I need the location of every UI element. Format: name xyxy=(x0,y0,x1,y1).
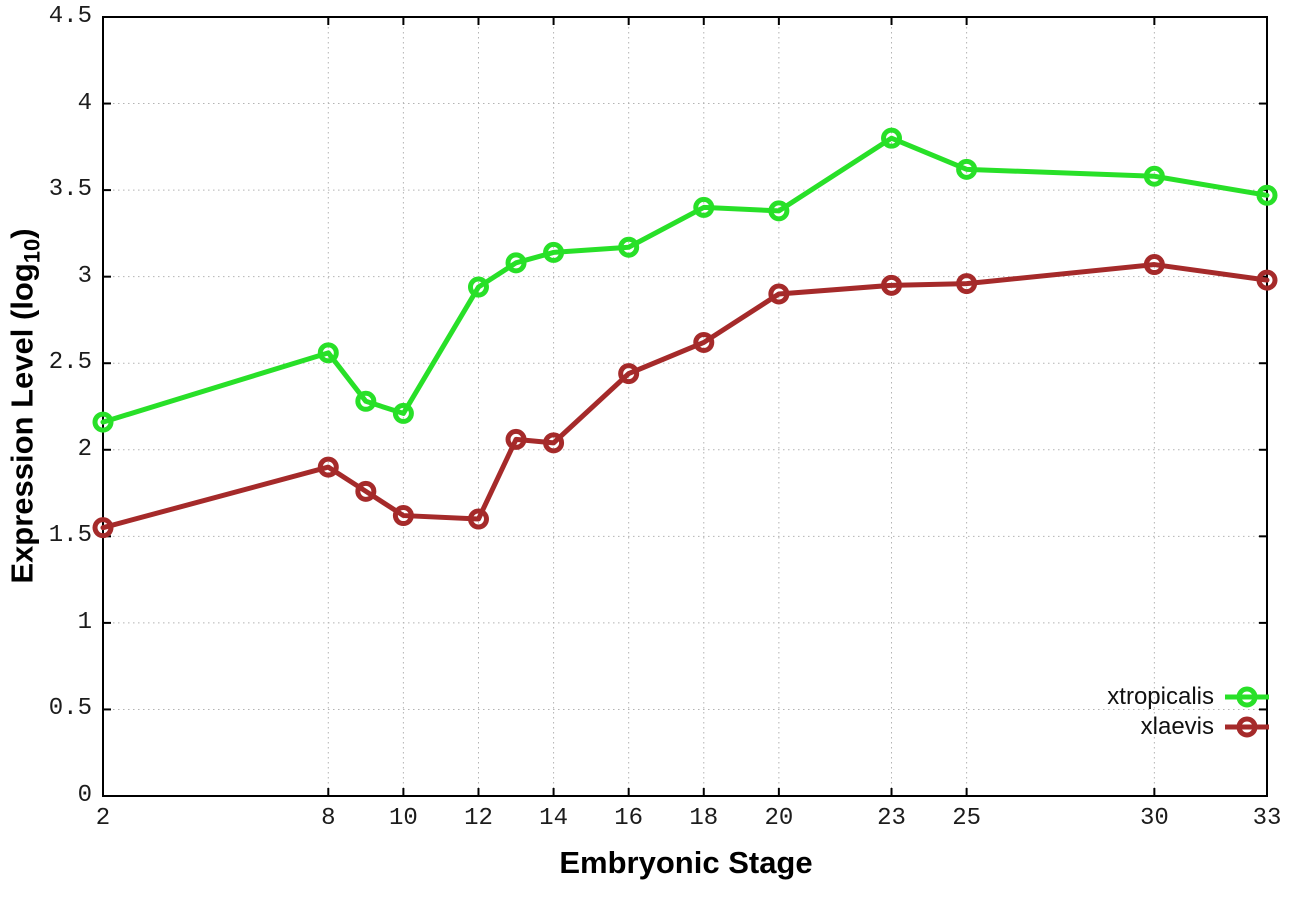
x-axis-title: Embryonic Stage xyxy=(559,845,813,880)
point-xlaevis-stage-23 xyxy=(881,274,903,296)
legend-point-sample-xtropicalis xyxy=(1236,686,1258,708)
y-axis-title: Expression Level (log10) xyxy=(4,228,45,583)
x-tick-label-30: 30 xyxy=(1139,805,1169,832)
point-xlaevis-stage-8 xyxy=(317,456,339,478)
legend-point-sample-xlaevis xyxy=(1236,716,1258,738)
plot-border xyxy=(102,16,1268,797)
point-xtropicalis-stage-2 xyxy=(92,411,114,433)
y-tick-label-0: 0 xyxy=(77,782,92,809)
legend-marker-xtropicalis xyxy=(1225,686,1269,708)
point-xlaevis-stage-30 xyxy=(1143,254,1165,276)
legend-row-xtropicalis: xtropicalis xyxy=(1107,682,1270,712)
x-tick-label-16: 16 xyxy=(614,805,644,832)
y-tick-label-4.5: 4.5 xyxy=(48,3,92,30)
y-axis-title-close: ) xyxy=(4,228,40,239)
point-xlaevis-stage-33 xyxy=(1256,269,1278,291)
legend-marker-xlaevis xyxy=(1225,716,1269,738)
x-tick-label-12: 12 xyxy=(464,805,493,832)
point-xlaevis-stage-12 xyxy=(467,508,489,530)
x-tick-label-14: 14 xyxy=(539,805,568,832)
legend-row-xlaevis: xlaevis xyxy=(1107,712,1270,742)
point-xtropicalis-stage-18 xyxy=(693,196,715,218)
point-xlaevis-stage-25 xyxy=(956,273,978,295)
point-xtropicalis-stage-23 xyxy=(881,127,903,149)
x-tick-label-23: 23 xyxy=(877,805,906,832)
y-tick-label-0.5: 0.5 xyxy=(48,695,92,723)
x-tick-label-18: 18 xyxy=(689,805,719,832)
y-tick-label-3: 3 xyxy=(77,262,92,290)
y-tick-label-4: 4 xyxy=(77,89,92,117)
point-xtropicalis-stage-13 xyxy=(505,252,527,274)
point-xlaevis-stage-2 xyxy=(92,517,114,539)
point-xtropicalis-stage-30 xyxy=(1143,165,1165,187)
point-xtropicalis-stage-9 xyxy=(355,390,377,412)
y-tick-label-3.5: 3.5 xyxy=(48,176,92,204)
point-xlaevis-stage-20 xyxy=(768,283,790,305)
point-xtropicalis-stage-10 xyxy=(392,402,414,424)
x-tick-label-8: 8 xyxy=(321,805,336,832)
legend-label-xlaevis: xlaevis xyxy=(1140,713,1214,740)
point-xlaevis-stage-18 xyxy=(693,331,715,353)
point-xtropicalis-stage-8 xyxy=(317,342,339,364)
x-tick-label-2: 2 xyxy=(95,805,111,832)
y-axis-title-text: Expression Level (log xyxy=(4,263,40,584)
x-tick-label-25: 25 xyxy=(952,805,982,832)
y-tick-label-2: 2 xyxy=(77,435,92,463)
point-xlaevis-stage-16 xyxy=(618,363,640,385)
point-xtropicalis-stage-33 xyxy=(1256,184,1278,206)
point-xlaevis-stage-13 xyxy=(505,428,527,450)
point-xlaevis-stage-14 xyxy=(543,432,565,454)
legend: xtropicalis xlaevis xyxy=(1107,682,1270,742)
series-line-xtropicalis xyxy=(100,135,1270,425)
point-xlaevis-stage-10 xyxy=(392,505,414,527)
x-tick-label-33: 33 xyxy=(1252,805,1282,832)
point-xtropicalis-stage-16 xyxy=(618,236,640,258)
point-xtropicalis-stage-20 xyxy=(768,200,790,222)
x-tick-label-10: 10 xyxy=(388,805,418,832)
legend-label-xtropicalis: xtropicalis xyxy=(1107,683,1214,710)
x-tick-label-20: 20 xyxy=(764,805,794,832)
y-tick-label-2.5: 2.5 xyxy=(48,349,92,377)
y-tick-label-1: 1 xyxy=(77,608,92,636)
point-xtropicalis-stage-25 xyxy=(956,158,978,180)
point-xlaevis-stage-9 xyxy=(355,480,377,502)
point-xtropicalis-stage-14 xyxy=(543,241,565,263)
y-tick-label-1.5: 1.5 xyxy=(48,522,92,550)
series-line-xlaevis xyxy=(100,262,1270,531)
y-axis-title-subscript: 10 xyxy=(19,238,45,264)
point-xtropicalis-stage-12 xyxy=(467,276,489,298)
